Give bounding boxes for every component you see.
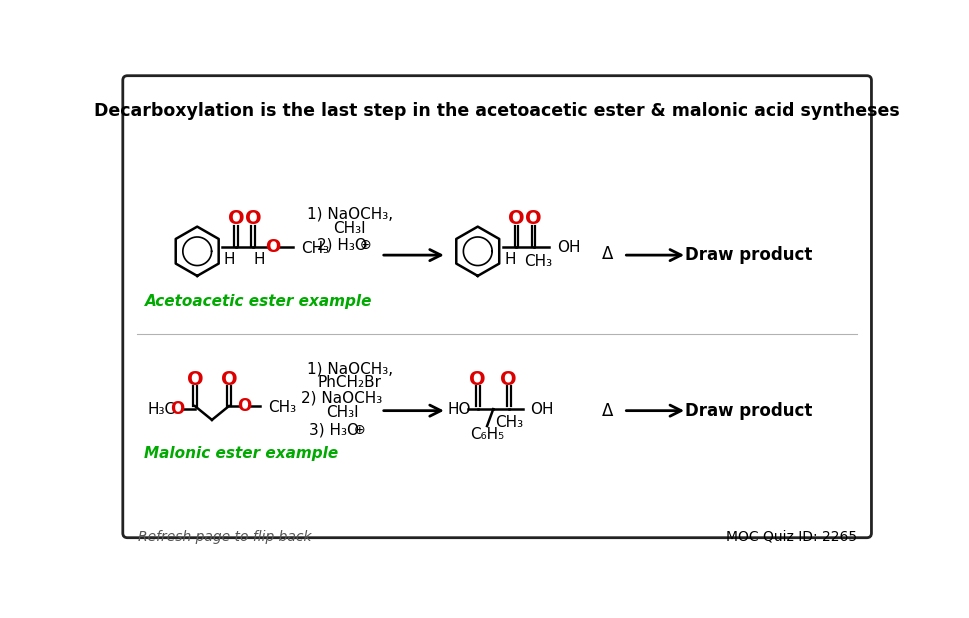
- Text: PhCH₂Br: PhCH₂Br: [318, 375, 382, 391]
- Text: CH₃: CH₃: [300, 242, 328, 256]
- Text: O: O: [265, 239, 280, 256]
- Text: OH: OH: [556, 240, 579, 255]
- Text: 3) H₃O: 3) H₃O: [309, 422, 359, 438]
- Text: 1) NaOCH₃,: 1) NaOCH₃,: [306, 362, 392, 376]
- Text: H: H: [253, 252, 265, 267]
- FancyBboxPatch shape: [123, 75, 870, 538]
- Text: Δ: Δ: [602, 402, 613, 420]
- Text: H: H: [504, 252, 516, 267]
- Text: Draw product: Draw product: [685, 246, 812, 264]
- Text: Refresh page to flip back: Refresh page to flip back: [139, 530, 311, 544]
- Text: Draw product: Draw product: [685, 402, 812, 420]
- Text: O: O: [524, 210, 542, 229]
- Text: Δ: Δ: [602, 245, 613, 263]
- Text: 2) H₃O: 2) H₃O: [317, 237, 366, 253]
- Text: CH₃: CH₃: [267, 400, 296, 415]
- Text: ⊕: ⊕: [359, 238, 371, 252]
- Text: H: H: [224, 252, 235, 267]
- Text: O: O: [228, 210, 244, 229]
- Text: C₆H₅: C₆H₅: [470, 427, 504, 442]
- Text: HO: HO: [447, 402, 470, 417]
- Text: O: O: [469, 370, 485, 389]
- Text: CH₃I: CH₃I: [333, 221, 366, 235]
- Text: CH₃: CH₃: [523, 254, 551, 269]
- Text: CH₃I: CH₃I: [326, 405, 359, 420]
- Text: O: O: [508, 210, 524, 229]
- Text: Malonic ester example: Malonic ester example: [144, 446, 338, 461]
- Text: O: O: [220, 370, 237, 389]
- Text: Acetoacetic ester example: Acetoacetic ester example: [144, 294, 372, 309]
- Text: 1) NaOCH₃,: 1) NaOCH₃,: [306, 207, 392, 222]
- Text: O: O: [186, 370, 203, 389]
- Text: O: O: [500, 370, 516, 389]
- Text: H₃C: H₃C: [147, 402, 175, 417]
- Text: CH₃: CH₃: [494, 415, 522, 431]
- Text: ⊕: ⊕: [354, 423, 365, 437]
- Text: Decarboxylation is the last step in the acetoacetic ester & malonic acid synthes: Decarboxylation is the last step in the …: [94, 102, 899, 120]
- Text: O: O: [244, 210, 261, 229]
- Text: MOC Quiz ID: 2265: MOC Quiz ID: 2265: [726, 530, 857, 544]
- Text: 2) NaOCH₃: 2) NaOCH₃: [301, 391, 383, 406]
- Text: O: O: [170, 400, 184, 418]
- Text: O: O: [237, 397, 251, 415]
- Text: OH: OH: [530, 402, 553, 417]
